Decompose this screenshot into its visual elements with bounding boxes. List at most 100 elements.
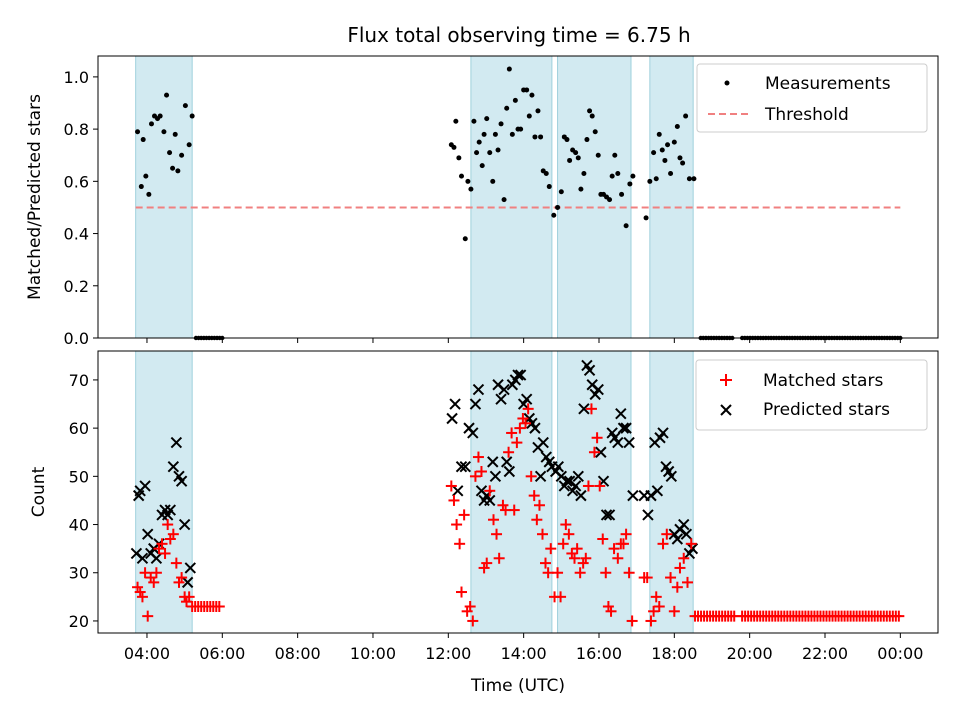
matched-star-point bbox=[671, 581, 683, 593]
top-axes-frame bbox=[97, 55, 939, 339]
top-y-ticks: 0.0 0.2 0.4 0.6 0.8 1.0 bbox=[64, 68, 98, 348]
legend-measurements-marker bbox=[724, 80, 730, 86]
matched-star-point bbox=[560, 519, 572, 531]
matched-star-point bbox=[577, 557, 589, 569]
matched-star-point bbox=[623, 567, 635, 579]
matched-star-point bbox=[528, 490, 540, 502]
matched-star-point bbox=[602, 600, 614, 612]
matched-star-point bbox=[514, 422, 526, 434]
top-ylabel: Matched/Predicted stars bbox=[25, 94, 45, 300]
matched-star-point bbox=[472, 451, 484, 463]
matched-floor-point bbox=[893, 610, 905, 622]
legend-matched-marker bbox=[720, 374, 732, 386]
predicted-star-point bbox=[136, 552, 149, 564]
measurement-point bbox=[164, 92, 170, 98]
legend-predicted-label: Predicted stars bbox=[763, 400, 890, 420]
measurement-point bbox=[146, 191, 152, 197]
y-tick-label: 0.2 bbox=[64, 277, 89, 296]
measurement-point bbox=[564, 137, 570, 143]
predicted-star-point bbox=[514, 369, 527, 381]
bottom-observing-windows bbox=[135, 350, 694, 634]
predicted-star-point bbox=[578, 403, 590, 415]
y-tick-label: 1.0 bbox=[64, 68, 89, 87]
predicted-star-point bbox=[520, 393, 533, 405]
predicted-star-point bbox=[503, 465, 516, 478]
measurement-point bbox=[656, 131, 662, 137]
measurement-point bbox=[172, 131, 178, 137]
matched-star-point bbox=[612, 552, 624, 564]
measurement-point bbox=[595, 152, 601, 158]
predicted-star-point bbox=[552, 460, 565, 473]
measurement-point bbox=[182, 103, 188, 109]
matched-star-point bbox=[448, 494, 460, 506]
measurement-point bbox=[653, 176, 659, 182]
predicted-star-point bbox=[603, 509, 616, 521]
matched-star-point bbox=[451, 519, 463, 531]
measurement-point bbox=[471, 118, 477, 124]
measurement-point bbox=[179, 152, 185, 158]
measurement-point bbox=[578, 186, 584, 192]
measurement-point bbox=[492, 131, 498, 137]
matched-star-point bbox=[650, 591, 662, 603]
predicted-star-point bbox=[484, 494, 496, 507]
matched-star-point bbox=[657, 538, 669, 550]
measurement-point bbox=[161, 129, 167, 135]
predicted-star-point bbox=[529, 422, 541, 434]
measurement-point bbox=[589, 113, 595, 119]
measurement-point bbox=[643, 215, 649, 221]
matched-star-point bbox=[445, 480, 457, 492]
x-tick-label: 10:00 bbox=[350, 644, 396, 663]
bottom-axes-frame bbox=[97, 350, 939, 634]
matched-star-point bbox=[588, 446, 600, 458]
measurement-point bbox=[630, 173, 636, 179]
observing-window bbox=[649, 55, 694, 339]
measurement-point bbox=[498, 121, 504, 127]
predicted-star-point bbox=[612, 436, 624, 449]
matched-star-point bbox=[531, 514, 543, 526]
predicted-star-point bbox=[657, 427, 669, 439]
top-x-ticks bbox=[146, 338, 901, 343]
matched-star-point bbox=[454, 538, 466, 550]
matched-star-point bbox=[181, 596, 193, 608]
matched-star-point bbox=[597, 533, 609, 545]
matched-star-point bbox=[520, 417, 532, 429]
matched-star-point bbox=[176, 572, 188, 584]
matched-star-point bbox=[542, 567, 554, 579]
measurement-point bbox=[558, 189, 564, 195]
matched-floor-points bbox=[186, 600, 905, 622]
matched-star-point bbox=[517, 412, 529, 424]
matched-star-point bbox=[478, 562, 490, 574]
measurement-point bbox=[135, 129, 141, 135]
matched-star-point bbox=[134, 586, 146, 598]
matched-star-point bbox=[173, 576, 185, 588]
matched-star-point bbox=[545, 543, 557, 555]
predicted-star-point bbox=[472, 383, 485, 396]
measurement-point bbox=[668, 171, 674, 176]
measurement-point bbox=[683, 113, 689, 119]
matched-star-point bbox=[497, 499, 509, 511]
y-tick-label: 40 bbox=[69, 516, 89, 535]
matched-star-point bbox=[508, 504, 520, 516]
matched-star-point bbox=[557, 538, 569, 550]
y-tick-label: 70 bbox=[69, 371, 89, 390]
matched-star-point bbox=[488, 514, 500, 526]
matched-star-point bbox=[668, 605, 680, 617]
matched-star-point bbox=[645, 615, 657, 627]
measurement-point bbox=[465, 178, 471, 184]
predicted-star-point bbox=[487, 456, 499, 468]
x-tick-label: 20:00 bbox=[727, 644, 773, 663]
legend-matched-label: Matched stars bbox=[763, 371, 883, 391]
measurement-point bbox=[612, 152, 618, 158]
predicted-star-point bbox=[489, 470, 502, 483]
measurement-point bbox=[647, 178, 653, 184]
measurement-point bbox=[186, 142, 192, 148]
measurement-point bbox=[501, 197, 507, 203]
matched-star-point bbox=[566, 547, 578, 559]
y-tick-label: 30 bbox=[69, 564, 89, 583]
matched-star-point bbox=[522, 403, 534, 415]
predicted-star-point bbox=[569, 480, 582, 492]
measurement-point bbox=[504, 105, 510, 111]
predicted-star-point bbox=[537, 436, 549, 449]
measurement-point bbox=[671, 139, 677, 145]
measurement-points bbox=[135, 66, 697, 242]
